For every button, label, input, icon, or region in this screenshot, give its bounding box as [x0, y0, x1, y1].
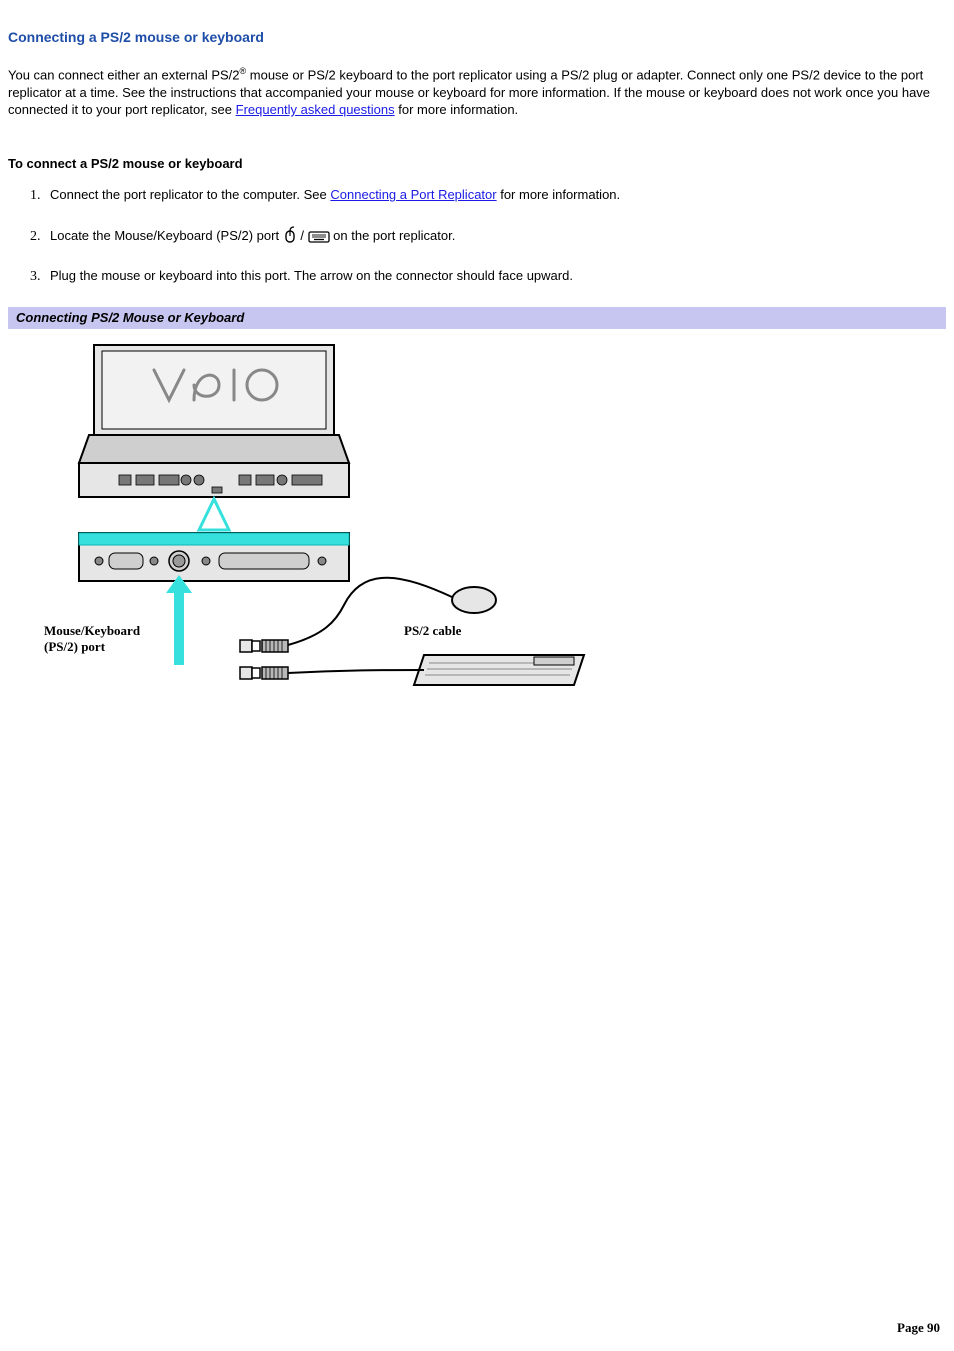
- page-label: Page: [897, 1320, 927, 1335]
- intro-text-1: You can connect either an external PS/2: [8, 67, 240, 82]
- mouse-illustration: [288, 577, 496, 644]
- steps-list: Connect the port replicator to the compu…: [8, 186, 946, 287]
- laptop-illustration: [79, 345, 349, 497]
- faq-link[interactable]: Frequently asked questions: [236, 102, 395, 117]
- figure-caption: Connecting PS/2 Mouse or Keyboard: [8, 307, 946, 329]
- page-number: 90: [927, 1320, 940, 1335]
- step-text: Connect the port replicator to the compu…: [50, 187, 330, 202]
- port-label-line2: (PS/2) port: [44, 639, 106, 654]
- step-item: Plug the mouse or keyboard into this por…: [44, 267, 946, 287]
- port-replicator-illustration: [79, 533, 349, 581]
- ps2-connection-diagram: Mouse/Keyboard (PS/2) port PS/2 cable: [44, 335, 604, 695]
- intro-paragraph: You can connect either an external PS/2®…: [8, 65, 946, 119]
- ps2-connector-1: [240, 640, 288, 652]
- port-replicator-link[interactable]: Connecting a Port Replicator: [330, 187, 496, 202]
- page-footer: Page 90: [897, 1319, 940, 1337]
- step-text: /: [300, 228, 307, 243]
- ps2-connector-2: [240, 667, 288, 679]
- step-text: on the port replicator.: [333, 228, 455, 243]
- step-text: Locate the Mouse/Keyboard (PS/2) port: [50, 228, 283, 243]
- highlight-triangle: [199, 499, 229, 530]
- step-text: Plug the mouse or keyboard into this por…: [50, 268, 573, 283]
- step-text: for more information.: [497, 187, 621, 202]
- section-subheading: To connect a PS/2 mouse or keyboard: [8, 155, 946, 173]
- cable-label: PS/2 cable: [404, 623, 462, 638]
- keyboard-icon: [308, 230, 330, 244]
- mouse-icon: [283, 226, 297, 244]
- highlight-arrow: [166, 575, 192, 665]
- page-title: Connecting a PS/2 mouse or keyboard: [8, 28, 946, 47]
- intro-text-3: for more information.: [395, 102, 519, 117]
- figure: Mouse/Keyboard (PS/2) port PS/2 cable: [44, 329, 946, 700]
- keyboard-illustration: [288, 655, 584, 685]
- step-item: Connect the port replicator to the compu…: [44, 186, 946, 206]
- port-label-line1: Mouse/Keyboard: [44, 623, 141, 638]
- step-item: Locate the Mouse/Keyboard (PS/2) port / …: [44, 226, 946, 247]
